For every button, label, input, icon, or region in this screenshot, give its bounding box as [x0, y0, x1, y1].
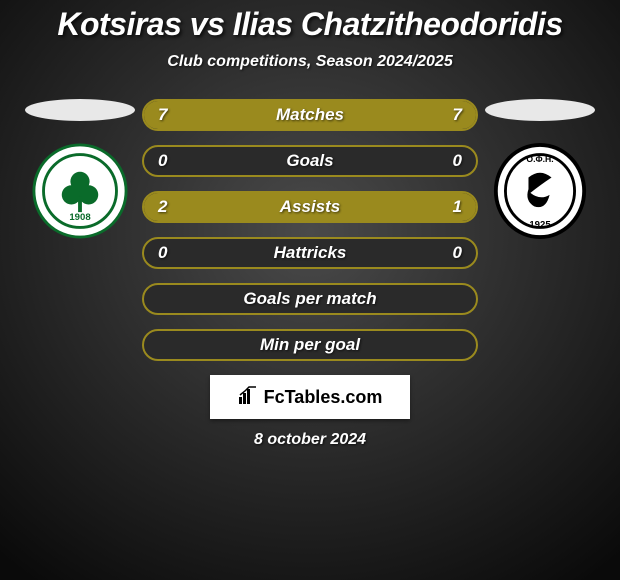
stat-bar: 0 Hattricks 0 [142, 237, 478, 269]
club-logo-panathinaikos: 1908 [32, 143, 128, 239]
svg-text:1925: 1925 [529, 219, 551, 230]
player1-silhouette [25, 99, 135, 121]
stat-value-left: 2 [158, 197, 167, 217]
fctables-badge[interactable]: FcTables.com [210, 375, 410, 419]
stat-value-right: 0 [453, 151, 462, 171]
stat-value-right: 0 [453, 243, 462, 263]
stat-bars: 7 Matches 7 0 Goals 0 2 Assists 1 0 Hattricks 0 Goal… [140, 99, 480, 361]
subtitle: Club competitions, Season 2024/2025 [0, 53, 620, 71]
club-logo-ofi: Ο.Φ.Η. 1925 [492, 143, 588, 239]
stat-value-left: 0 [158, 243, 167, 263]
stat-bar: Min per goal [142, 329, 478, 361]
stat-bar: 0 Goals 0 [142, 145, 478, 177]
stat-value-right: 7 [453, 105, 462, 125]
player2-silhouette [485, 99, 595, 121]
svg-text:1908: 1908 [69, 212, 91, 223]
stat-label: Hattricks [274, 243, 347, 263]
fctables-icon [238, 385, 258, 410]
stat-label: Goals per match [243, 289, 376, 309]
stat-label: Min per goal [260, 335, 360, 355]
date: 8 october 2024 [0, 431, 620, 449]
stat-value-left: 0 [158, 151, 167, 171]
stat-label: Matches [276, 105, 344, 125]
player1-col: 1908 [20, 99, 140, 239]
page-title: Kotsiras vs Ilias Chatzitheodoridis [0, 6, 620, 43]
stat-bar: 7 Matches 7 [142, 99, 478, 131]
stat-value-right: 1 [453, 197, 462, 217]
stat-value-left: 7 [158, 105, 167, 125]
stat-bar: 2 Assists 1 [142, 191, 478, 223]
stat-label: Assists [280, 197, 340, 217]
player2-col: Ο.Φ.Η. 1925 [480, 99, 600, 239]
fctables-text: FcTables.com [264, 387, 383, 408]
svg-text:Ο.Φ.Η.: Ο.Φ.Η. [526, 154, 553, 164]
stats-area: 1908 7 Matches 7 0 Goals 0 2 Assists 1 0 Hattricks… [0, 99, 620, 361]
stat-label: Goals [286, 151, 333, 171]
stat-bar: Goals per match [142, 283, 478, 315]
